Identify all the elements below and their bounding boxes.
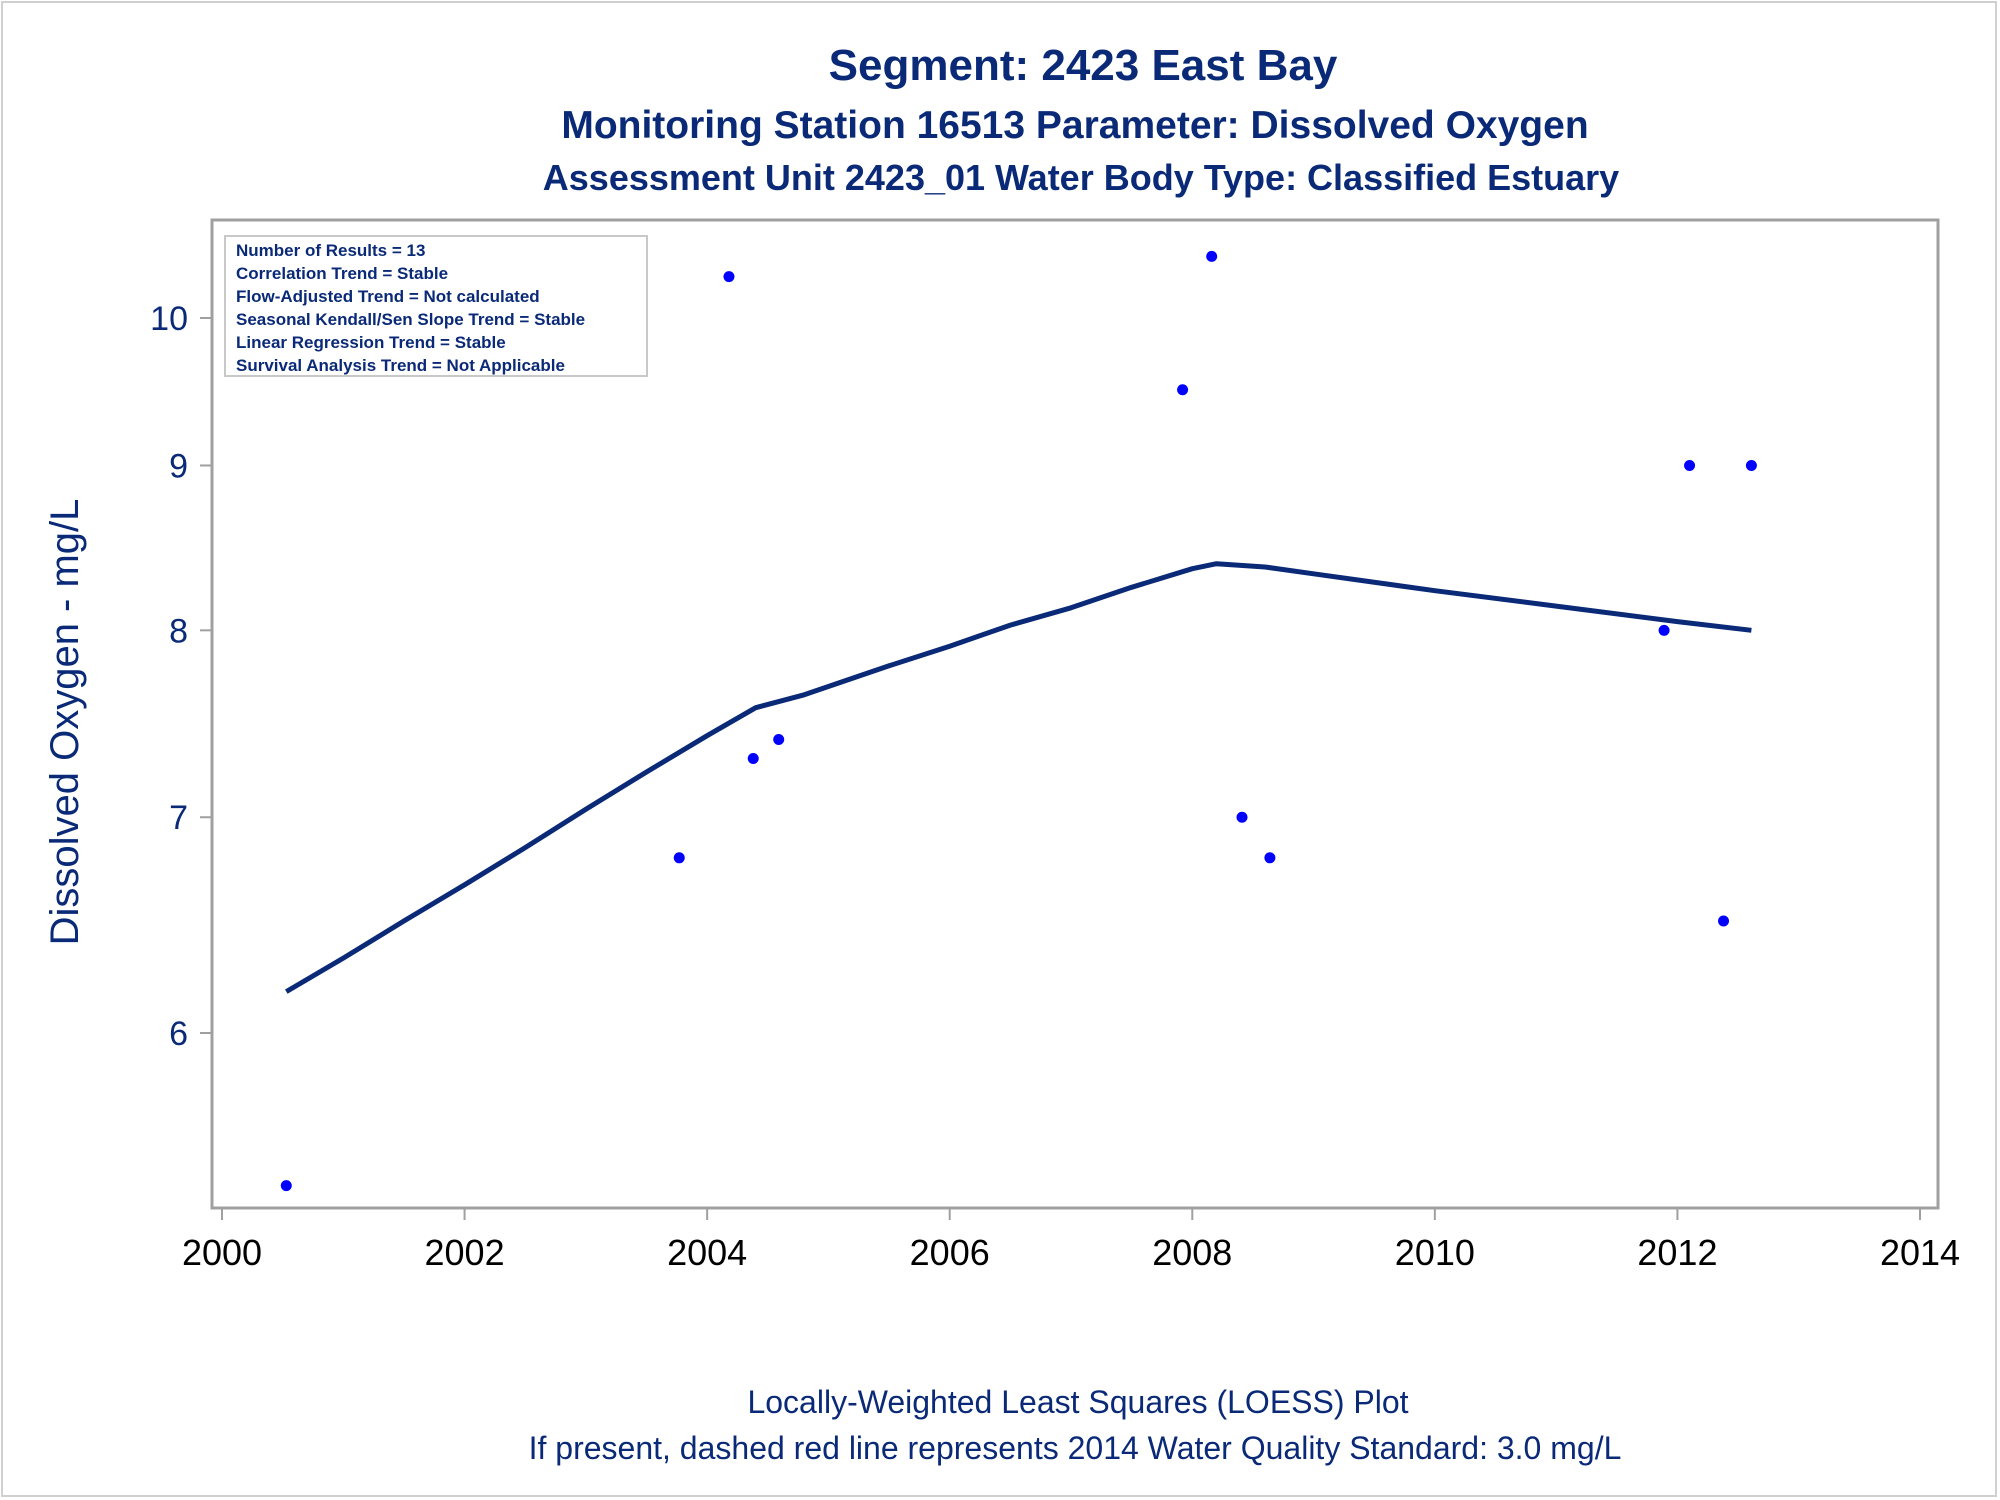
x-axis: 2000 2002 2004 2006 2008 2010 2012 2014 bbox=[182, 1208, 1960, 1273]
x-tick-label: 2012 bbox=[1637, 1232, 1717, 1273]
y-tick-label: 8 bbox=[169, 612, 188, 650]
data-point bbox=[773, 733, 785, 745]
data-point bbox=[1177, 384, 1189, 396]
data-point bbox=[1206, 250, 1218, 262]
data-point bbox=[1745, 459, 1757, 471]
x-tick-label: 2002 bbox=[425, 1232, 505, 1273]
y-axis-label: Dissolved Oxygen - mg/L bbox=[43, 499, 87, 946]
y-tick-label: 7 bbox=[169, 799, 188, 837]
stats-box: Number of Results = 13 Correlation Trend… bbox=[224, 235, 648, 377]
data-point bbox=[1236, 811, 1248, 823]
stats-line-correlation: Correlation Trend = Stable bbox=[236, 264, 448, 283]
footnote-standard: If present, dashed red line represents 2… bbox=[529, 1430, 1622, 1466]
chart-title: Segment: 2423 East Bay bbox=[829, 41, 1338, 90]
stats-line-survival: Survival Analysis Trend = Not Applicable bbox=[236, 356, 565, 375]
x-tick-label: 2014 bbox=[1880, 1232, 1960, 1273]
data-point bbox=[1718, 915, 1730, 927]
y-tick-label: 10 bbox=[150, 300, 188, 338]
data-point bbox=[673, 852, 685, 864]
stats-line-flow-adjusted: Flow-Adjusted Trend = Not calculated bbox=[236, 287, 540, 306]
series-layer bbox=[280, 250, 1757, 1192]
x-tick-label: 2000 bbox=[182, 1232, 262, 1273]
x-tick-label: 2006 bbox=[910, 1232, 990, 1273]
x-tick-label: 2004 bbox=[667, 1232, 747, 1273]
data-point bbox=[1658, 624, 1670, 636]
chart-subtitle-2: Assessment Unit 2423_01 Water Body Type:… bbox=[543, 157, 1619, 198]
stats-box-border bbox=[224, 235, 648, 377]
data-point bbox=[1264, 852, 1276, 864]
x-tick-label: 2008 bbox=[1152, 1232, 1232, 1273]
data-point bbox=[747, 752, 759, 764]
y-axis: 6 7 8 9 10 bbox=[150, 300, 212, 1053]
chart-subtitle-1: Monitoring Station 16513 Parameter: Diss… bbox=[561, 104, 1588, 147]
plot-area bbox=[210, 218, 1940, 1210]
loess-line bbox=[285, 561, 1752, 994]
stats-line-seasonal-kendall: Seasonal Kendall/Sen Slope Trend = Stabl… bbox=[236, 310, 585, 329]
stats-line-linear-regression: Linear Regression Trend = Stable bbox=[236, 333, 506, 352]
y-tick-label: 6 bbox=[169, 1015, 188, 1053]
footnote-loess: Locally-Weighted Least Squares (LOESS) P… bbox=[747, 1384, 1408, 1420]
stats-line-results: Number of Results = 13 bbox=[236, 241, 425, 260]
data-point bbox=[1684, 459, 1696, 471]
x-tick-label: 2010 bbox=[1395, 1232, 1475, 1273]
y-tick-label: 9 bbox=[169, 447, 188, 485]
data-point bbox=[280, 1180, 292, 1192]
data-point bbox=[723, 271, 735, 283]
